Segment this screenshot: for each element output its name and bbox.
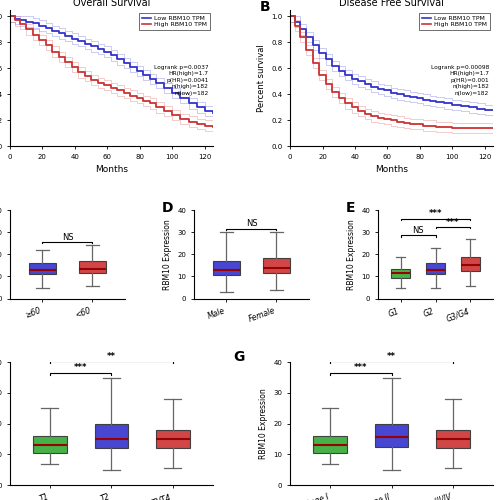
Text: Logrank p=0.00098
HR(high)=1.7
p(HR)=0.001
n(high)=182
n(low)=182: Logrank p=0.00098 HR(high)=1.7 p(HR)=0.0… [431,64,489,96]
Text: NS: NS [412,226,424,235]
PathPatch shape [79,261,106,273]
PathPatch shape [426,263,445,274]
Text: G: G [233,350,245,364]
PathPatch shape [436,430,470,448]
Legend: Low RBM10 TPM, High RBM10 TPM: Low RBM10 TPM, High RBM10 TPM [419,13,490,30]
PathPatch shape [156,430,190,448]
Text: B: B [259,0,270,14]
Y-axis label: RBM10 Expression: RBM10 Expression [163,219,172,290]
Y-axis label: Percent survival: Percent survival [256,44,265,112]
Y-axis label: RBM10 Expression: RBM10 Expression [347,219,356,290]
Legend: Low RBM10 TPM, High RBM10 TPM: Low RBM10 TPM, High RBM10 TPM [139,13,210,30]
X-axis label: Months: Months [95,166,128,174]
Title: Overall Survival: Overall Survival [73,0,150,8]
PathPatch shape [313,436,347,453]
Y-axis label: RBM10 Expression: RBM10 Expression [259,388,268,459]
Text: NS: NS [246,220,257,228]
Text: ***: *** [354,364,368,372]
PathPatch shape [391,268,410,278]
Title: Disease Free Survival: Disease Free Survival [339,0,444,8]
Text: ***: *** [74,364,88,372]
Text: ***: *** [429,209,442,218]
Text: E: E [346,201,355,215]
PathPatch shape [263,258,290,273]
PathPatch shape [461,256,480,271]
PathPatch shape [213,261,240,276]
Text: **: ** [107,352,116,361]
X-axis label: Months: Months [375,166,408,174]
PathPatch shape [33,436,67,453]
Text: **: ** [387,352,396,361]
Text: Logrank p=0.0037
HR(high)=1.7
p(HR)=0.0041
n(high)=182
n(low)=182: Logrank p=0.0037 HR(high)=1.7 p(HR)=0.00… [154,64,209,96]
PathPatch shape [95,424,128,448]
Text: D: D [162,201,173,215]
Text: ***: *** [446,218,460,226]
Text: NS: NS [62,232,73,241]
PathPatch shape [29,263,56,274]
PathPatch shape [374,424,408,446]
